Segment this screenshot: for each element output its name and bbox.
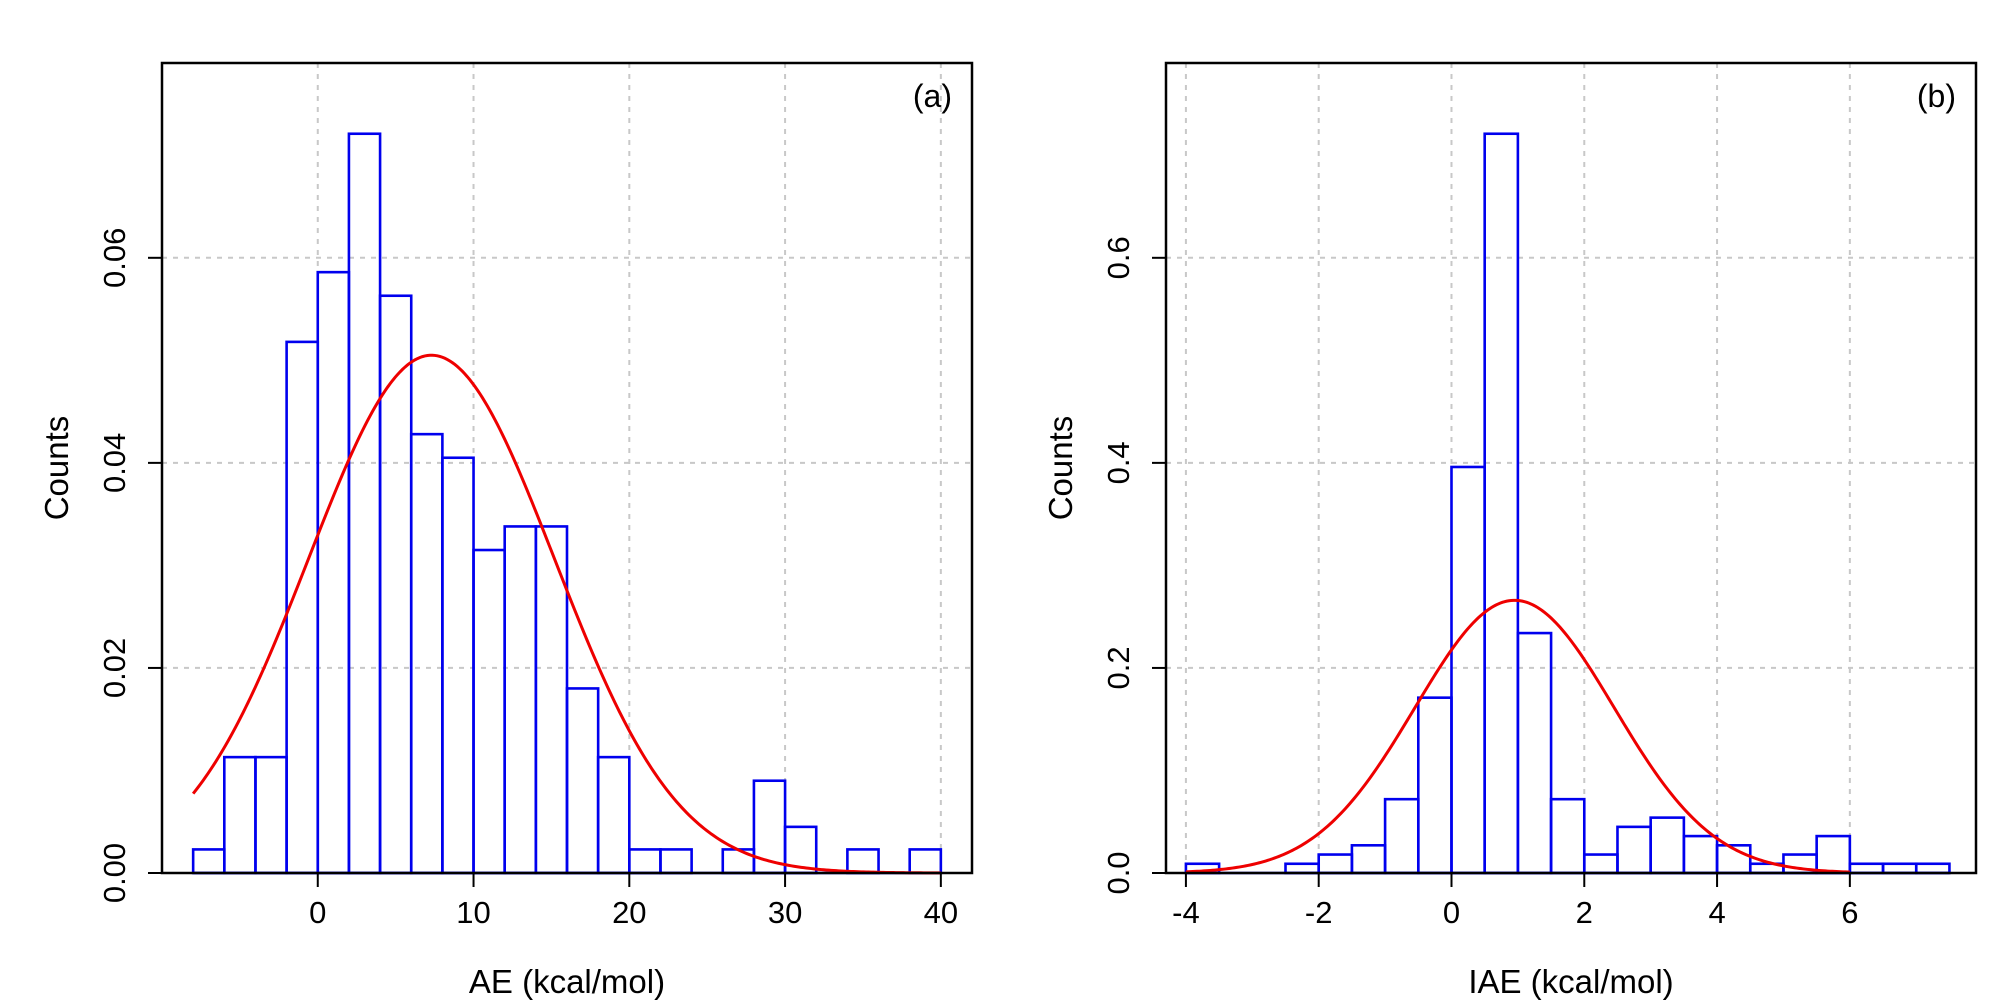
panel-a-ytick-label: 0.00	[97, 843, 132, 903]
panel-a-bar	[191, 848, 226, 875]
panel-b-x-axis-title: IAE (kcal/mol)	[1468, 963, 1673, 1000]
panel-b-y-axis-title: Counts	[1042, 416, 1079, 521]
panel-a-x-axis: 0 10 20 30 40	[309, 873, 958, 930]
panel-b-bar	[1450, 465, 1486, 875]
panel-a: 0 10 20 30 40 0.00 0.02 0.04 0.06 (a) AE (kcal/…	[38, 61, 974, 1000]
panel-a-bar	[846, 848, 880, 875]
panel-a-xtick-label: 20	[612, 895, 646, 930]
panel-b-normal-fit-curve	[1185, 598, 1850, 874]
panel-b-bar	[1284, 862, 1321, 875]
panel-a-bar	[254, 755, 288, 875]
panel-b-bar	[1616, 825, 1652, 875]
panel-b-bar	[1649, 816, 1686, 875]
panel-b-bar	[1549, 797, 1586, 875]
panel-b-bar	[1682, 834, 1719, 875]
panel-b-bar	[1815, 834, 1852, 875]
panel-a-plot-frame	[160, 61, 974, 875]
panel-a-bar	[347, 132, 382, 875]
panel-b-xtick-label: -4	[1172, 895, 1200, 930]
panel-a-bar	[659, 848, 693, 875]
panel-b-bar	[1383, 797, 1420, 875]
panel-a-bar	[378, 294, 413, 875]
panel-a-x-axis-title: AE (kcal/mol)	[469, 963, 665, 1000]
panel-b-ytick-label: 0.2	[1101, 646, 1136, 689]
panel-a-bar	[409, 432, 444, 875]
panel-b-bar	[1350, 844, 1387, 875]
panel-a-ytick-label: 0.06	[97, 228, 132, 288]
panel-b: -4 -2 0 2 4 6 0.0 0.2 0.4 0.6 (b) IAE (kcal/mol)…	[1042, 61, 1978, 1000]
panel-b-ytick-label: 0.4	[1101, 441, 1136, 484]
panel-a-ytick-label: 0.04	[97, 433, 132, 493]
panel-a-bar	[441, 456, 475, 875]
panel-a-xtick-label: 10	[456, 895, 490, 930]
panel-b-bar	[1914, 862, 1951, 875]
panel-b-bar	[1483, 132, 1520, 875]
panel-b-ytick-label: 0.0	[1101, 851, 1136, 894]
panel-a-bars	[191, 132, 943, 875]
panel-b-bar	[1317, 853, 1354, 875]
panel-b-xtick-label: 4	[1708, 895, 1725, 930]
panel-a-normal-fit-curve	[191, 353, 941, 875]
panel-a-xtick-label: 40	[924, 895, 958, 930]
panel-b-plot-frame	[1164, 61, 1978, 875]
panel-b-bar	[1516, 631, 1553, 875]
panel-a-bar	[223, 755, 257, 875]
panel-b-y-axis: 0.0 0.2 0.4 0.6	[1101, 236, 1166, 895]
panel-a-bar	[472, 548, 506, 875]
panel-a-bar	[316, 270, 351, 875]
panel-a-bar	[285, 340, 320, 875]
panel-a-xtick-label: 0	[309, 895, 326, 930]
panel-a-y-axis-title: Counts	[38, 416, 75, 521]
panel-b-xtick-label: 6	[1841, 895, 1858, 930]
panel-b-xtick-label: 2	[1576, 895, 1593, 930]
panel-a-bar	[908, 848, 943, 875]
panel-b-x-axis: -4 -2 0 2 4 6	[1172, 873, 1858, 930]
panel-b-bar	[1848, 862, 1885, 875]
panel-a-bar	[596, 755, 631, 875]
panel-a-xtick-label: 30	[768, 895, 802, 930]
panel-a-bar	[565, 687, 600, 875]
panel-b-bars	[1184, 132, 1951, 875]
panel-b-bar	[1881, 862, 1918, 875]
panel-b-gridlines	[1166, 63, 1976, 874]
panel-a-ytick-label: 0.02	[97, 638, 132, 698]
panel-b-bar	[1582, 853, 1619, 875]
panel-a-bar	[628, 848, 662, 875]
panel-a-bar	[503, 525, 538, 875]
panel-b-xtick-label: -2	[1305, 895, 1333, 930]
panel-a-y-axis: 0.00 0.02 0.04 0.06	[97, 228, 162, 903]
panel-a-label: (a)	[913, 78, 952, 114]
panel-b-ytick-label: 0.6	[1101, 236, 1136, 279]
panel-b-label: (b)	[1917, 78, 1956, 114]
panel-b-bar	[1416, 696, 1453, 875]
panel-b-xtick-label: 0	[1443, 895, 1460, 930]
